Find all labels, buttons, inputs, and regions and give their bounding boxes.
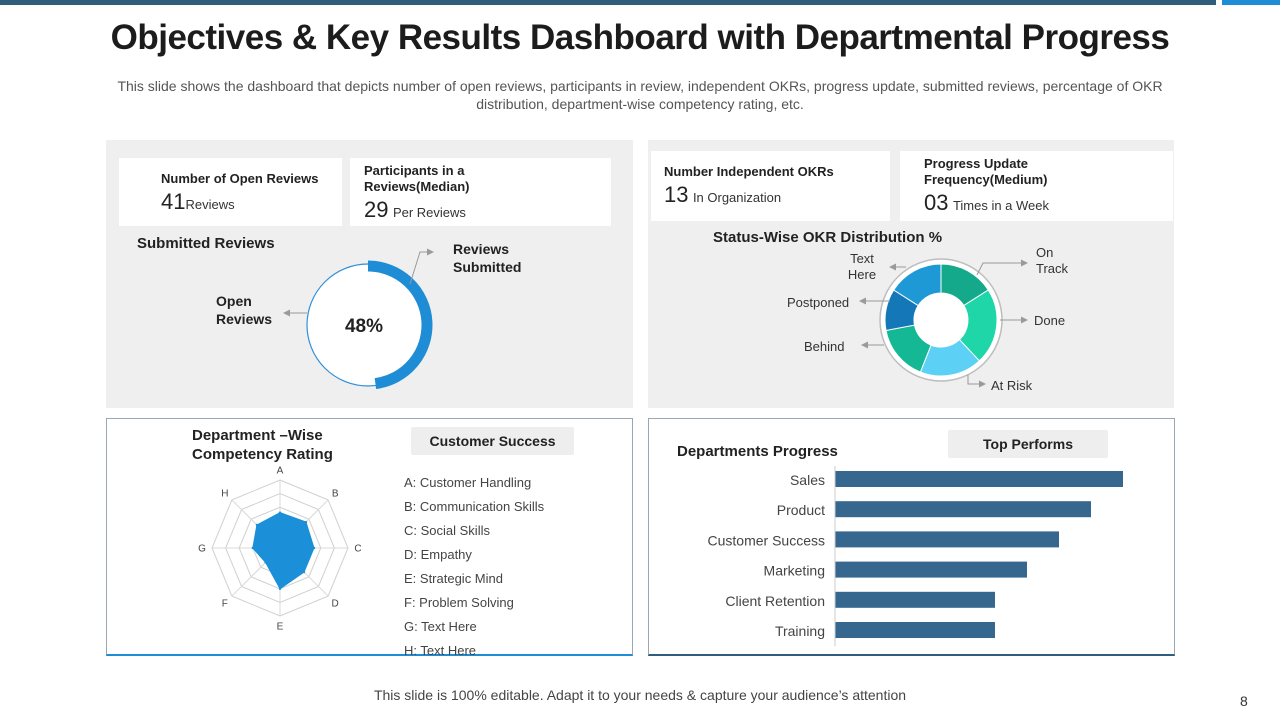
radar-point-b (304, 520, 308, 524)
okr-label-text-here: Text Here (847, 251, 877, 282)
competency-title: Department –Wise Competency Rating (192, 427, 333, 463)
submitted-reviews-title: Submitted Reviews (137, 235, 275, 252)
okr-distribution-title: Status-Wise OKR Distribution % (713, 229, 943, 246)
legend-item-g: G: Text Here (404, 619, 477, 634)
page-subtitle: This slide shows the dashboard that depi… (117, 78, 1163, 112)
footer-note: This slide is 100% editable. Adapt it to… (373, 687, 907, 703)
page-number: 8 (1240, 693, 1248, 709)
submitted-reviews-donut: 48% (283, 248, 434, 389)
page-title: Objectives & Key Results Dashboard with … (110, 18, 1170, 57)
bar-training (835, 622, 995, 638)
reviews-submitted-label: Reviews Submitted (453, 241, 522, 275)
kpi-participants-unit: Per Reviews (392, 205, 466, 220)
competency-tag: Customer Success (411, 427, 574, 455)
okr-leader-on-track (976, 259, 1028, 276)
okr-label-at-risk: At Risk (991, 378, 1033, 393)
legend-item-h: H: Text Here (404, 643, 477, 658)
radar-point-d (302, 570, 306, 574)
top-accent-bar (0, 0, 1216, 5)
okr-leader-at-risk (967, 375, 986, 388)
kpi-independent-okrs-value: 13 (664, 182, 689, 207)
legend-item-b: B: Communication Skills (404, 499, 545, 514)
bar-label-client-retention: Client Retention (725, 593, 825, 609)
bar-label-customer-success: Customer Success (708, 532, 825, 548)
radar-axis-label-d: D (332, 599, 339, 610)
progress-title: Departments Progress (677, 443, 838, 460)
radar-axis-label-e: E (277, 622, 284, 633)
top-accent-bar-right (1222, 0, 1280, 5)
bar-customer-success (835, 531, 1059, 548)
radar-series-area (252, 512, 315, 590)
radar-point-a (278, 511, 282, 514)
radar-point-h (255, 523, 259, 527)
kpi-independent-okrs-unit: In Organization (692, 190, 782, 205)
legend-item-a: A: Customer Handling (404, 475, 532, 490)
kpi-progress-update: Progress Update Frequency(Medium) 03 Tim… (900, 151, 1173, 221)
radar-axis-label-g: G (198, 544, 206, 555)
kpi-open-reviews: Number of Open Reviews 41Reviews (119, 158, 342, 226)
okr-label-on-track: On Track (1036, 245, 1069, 276)
submitted-leader-line (409, 248, 434, 285)
bar-client-retention (835, 591, 995, 608)
radar-axis-label-a: A (277, 466, 284, 477)
submitted-donut-arc (367, 260, 433, 389)
bar-sales (835, 471, 1123, 487)
radar-axis-label-c: C (354, 544, 361, 555)
kpi-open-reviews-label: Number of Open Reviews (161, 171, 319, 186)
kpi-open-reviews-value: 41 (161, 189, 186, 214)
okr-donut-hole (914, 293, 968, 347)
open-reviews-label: Open Reviews (216, 293, 273, 327)
kpi-open-reviews-unit: Reviews (185, 197, 235, 212)
bar-label-training: Training (775, 623, 825, 639)
bar-label-marketing: Marketing (764, 563, 825, 579)
bar-label-product: Product (777, 502, 825, 518)
kpi-participants-value: 29 (364, 197, 389, 222)
kpi-participants-label: Participants in a Reviews(Median) (364, 163, 470, 194)
legend-item-d: D: Empathy (404, 547, 472, 562)
radar-point-g (251, 546, 254, 550)
kpi-participants: Participants in a Reviews(Median) 29 Per… (350, 158, 611, 226)
competency-radar-chart: A B C D E F G H (198, 466, 362, 633)
radar-point-f (264, 561, 267, 564)
okr-label-postponed: Postponed (787, 295, 850, 310)
okr-distribution-donut (859, 258, 1028, 388)
kpi-progress-update-label: Progress Update Frequency(Medium) (924, 156, 1048, 187)
okr-label-done: Done (1034, 313, 1066, 328)
progress-tag: Top Performs (948, 430, 1108, 458)
okr-label-behind: Behind (804, 339, 845, 354)
competency-legend: A: Customer Handling B: Communication Sk… (404, 471, 544, 663)
radar-axis-label-b: B (332, 488, 339, 499)
bar-product (835, 501, 1091, 518)
radar-point-c (312, 546, 316, 550)
legend-item-e: E: Strategic Mind (404, 571, 503, 586)
kpi-progress-update-value: 03 (924, 190, 949, 215)
competency-panel (106, 418, 633, 656)
radar-axis-label-f: F (222, 599, 228, 610)
kpi-independent-okrs: Number Independent OKRs 13 In Organizati… (651, 151, 890, 221)
kpi-independent-okrs-label: Number Independent OKRs (664, 164, 834, 179)
bar-label-sales: Sales (790, 472, 825, 488)
kpi-progress-update-unit: Times in a Week (952, 198, 1050, 213)
legend-item-c: C: Social Skills (404, 523, 490, 538)
departments-progress-chart: Sales Product Customer Success Marketing Cli… (708, 466, 1123, 647)
submitted-percent-label: 48% (345, 316, 383, 337)
legend-item-f: F: Problem Solving (404, 595, 514, 610)
radar-axis-label-h: H (221, 488, 228, 499)
bar-marketing (835, 561, 1027, 578)
radar-point-e (278, 587, 282, 590)
